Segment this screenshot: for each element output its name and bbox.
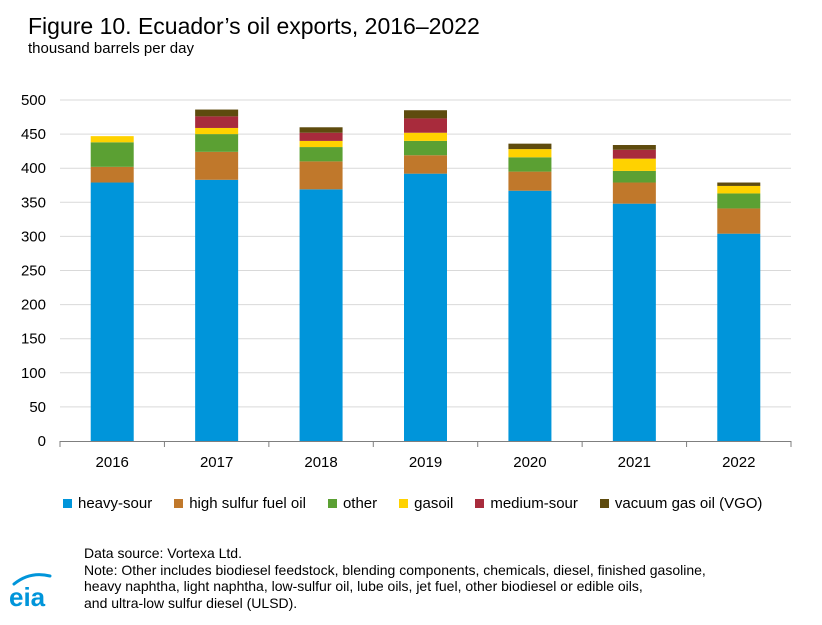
bar-segment — [612, 182, 656, 204]
logo-text: eia — [9, 582, 46, 610]
bar-segment — [90, 136, 134, 143]
y-tick-label: 450 — [21, 126, 46, 143]
bar-segment — [90, 182, 134, 441]
legend: heavy-sour high sulfur fuel oil other gasoi… — [63, 493, 784, 513]
bar-segment — [404, 110, 447, 119]
bar-segment — [195, 127, 239, 135]
bar-segment — [717, 233, 761, 441]
x-axis: 2016 2017 2018 2019 2020 2021 2022 — [59, 441, 792, 471]
bar-segment — [299, 147, 343, 162]
legend-item: other — [327, 494, 378, 512]
bars — [90, 109, 761, 441]
legend-item: high sulfur fuel oil — [174, 495, 306, 512]
eia-logo: eia — [9, 573, 52, 610]
bar-segment — [404, 155, 447, 174]
legend-item: gasoil — [399, 495, 453, 512]
bar-segment — [404, 118, 447, 133]
legend-item: vacuum gas oil (VGO) — [599, 494, 763, 512]
note-line: heavy naphtha, light naphtha, low-sulfur… — [84, 578, 643, 594]
x-tick-label: 2019 — [409, 454, 442, 471]
note-line: and ultra-low sulfur diesel (ULSD). — [84, 594, 298, 611]
bar-segment — [717, 185, 761, 194]
x-tick-label: 2016 — [96, 454, 129, 471]
data-source: Data source: Vortexa Ltd. — [84, 545, 242, 561]
bar-segment — [508, 157, 552, 172]
bar-segment — [612, 203, 656, 441]
x-tick-label: 2018 — [304, 454, 337, 471]
bar-segment — [508, 149, 552, 158]
legend-swatch — [174, 498, 184, 508]
y-axis-ticks: 0 50 100 150 200 250 300 350 400 450 500 — [21, 92, 46, 450]
chart-title: Figure 10. Ecuador’s oil exports, 2016–2… — [28, 13, 480, 39]
legend-label: heavy-sour — [78, 494, 153, 512]
legend-swatch — [399, 498, 409, 508]
x-tick-label: 2021 — [618, 454, 651, 471]
bar-segment — [195, 116, 239, 128]
bar-segment — [612, 158, 656, 171]
bar-segment — [717, 193, 761, 209]
x-tick-label: 2022 — [722, 454, 755, 471]
bar-segment — [717, 208, 761, 234]
y-tick-label: 300 — [21, 228, 46, 245]
bar-segment — [508, 171, 552, 191]
legend-item: medium-sour — [475, 495, 578, 512]
bar-segment — [508, 190, 552, 441]
bar-segment — [90, 142, 134, 167]
bar-segment — [299, 132, 343, 141]
bar-segment — [717, 182, 761, 186]
legend-label: high sulfur fuel oil — [189, 494, 306, 512]
bar-segment — [404, 173, 447, 441]
y-tick-label: 50 — [29, 399, 46, 416]
y-tick-label: 500 — [21, 92, 46, 109]
bar-segment — [195, 109, 239, 117]
bar-segment — [195, 151, 239, 180]
bar-segment — [404, 140, 447, 156]
legend-swatch — [327, 498, 337, 508]
legend-label: medium-sour — [490, 494, 578, 512]
y-tick-label: 0 — [38, 433, 46, 450]
legend-item: heavy-sour — [63, 495, 152, 512]
y-tick-label: 200 — [21, 297, 46, 314]
chart-notes: Data source: Vortexa Ltd. Note: Other in… — [84, 545, 804, 611]
y-tick-label: 100 — [21, 365, 46, 382]
bar-segment — [299, 161, 343, 190]
legend-label: gasoil — [414, 494, 454, 512]
legend-swatch — [475, 498, 485, 508]
y-tick-label: 250 — [21, 263, 46, 280]
y-tick-label: 350 — [21, 194, 46, 211]
legend-swatch — [599, 498, 609, 508]
chart-subtitle: thousand barrels per day — [28, 40, 194, 57]
bar-segment — [195, 179, 239, 441]
bar-segment — [195, 134, 239, 152]
bar-segment — [612, 149, 656, 159]
bar-segment — [90, 166, 134, 183]
bar-segment — [612, 145, 656, 150]
bar-segment — [299, 127, 343, 133]
note-line: Note: Other includes biodiesel feedstock… — [84, 561, 706, 578]
bar-segment — [299, 140, 343, 148]
bar-segment — [508, 143, 552, 150]
x-tick-label: 2020 — [513, 454, 546, 471]
legend-label: other — [342, 494, 378, 512]
legend-swatch — [63, 498, 72, 508]
y-tick-label: 150 — [21, 331, 46, 348]
bar-segment — [404, 132, 447, 141]
legend-label: vacuum gas oil (VGO) — [614, 494, 763, 512]
bar-segment — [612, 170, 656, 183]
y-tick-label: 400 — [21, 160, 46, 177]
x-tick-label: 2017 — [200, 454, 233, 471]
bar-segment — [299, 189, 343, 441]
